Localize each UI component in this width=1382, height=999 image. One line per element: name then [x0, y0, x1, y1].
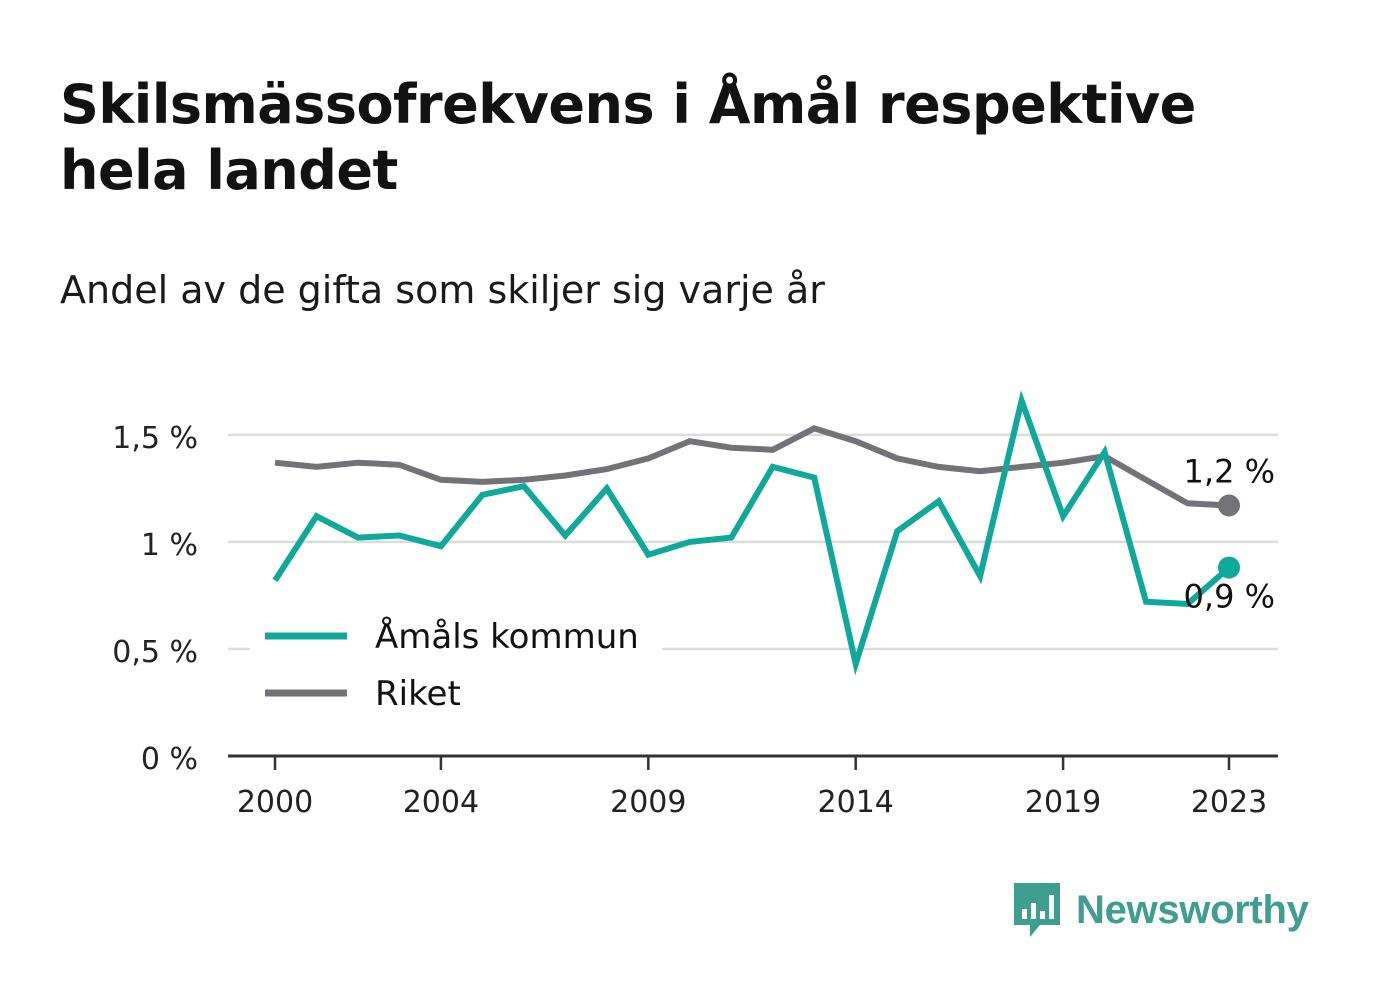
series-line-riket [274, 425, 1230, 509]
legend: Åmåls kommun Riket [250, 608, 662, 724]
legend-label: Riket [375, 674, 461, 714]
x-tick-label: 2000 [237, 785, 313, 820]
x-tick-label: 2004 [403, 785, 479, 820]
y-tick-label: 0,5 % [112, 635, 198, 670]
end-marker [1218, 494, 1240, 517]
x-axis: 2000 2004 2009 2014 2019 2023 [228, 754, 1278, 820]
series-lines [272, 390, 1231, 676]
newsworthy-logo-icon [1014, 883, 1060, 937]
chart-subtitle: Andel av de gifta som skiljer sig varje … [60, 268, 825, 312]
legend-label: Åmåls kommun [375, 616, 639, 657]
x-tick-label: 2023 [1191, 785, 1267, 820]
x-tick-label: 2009 [610, 785, 686, 820]
legend-background [250, 608, 662, 724]
x-tick-label: 2014 [818, 785, 894, 820]
chart-title: Skilsmässofrekvens i Åmål respektive hel… [60, 73, 1196, 202]
x-tick-label: 2019 [1025, 785, 1101, 820]
y-tick-label: 0 % [141, 742, 198, 777]
y-tick-label: 1,5 % [112, 421, 198, 456]
y-axis-labels: 0 % 0,5 % 1 % 1,5 % [112, 421, 198, 777]
series-line-amal [272, 390, 1231, 676]
line-chart: 0 % 0,5 % 1 % 1,5 % 2000 2004 2009 2014 2019 202… [112, 390, 1278, 820]
end-label: 1,2 % [1184, 452, 1275, 490]
brand-name: Newsworthy [1076, 887, 1309, 932]
end-markers: 0,9 % 1,2 % [1184, 452, 1275, 615]
y-tick-label: 1 % [141, 528, 198, 563]
newsworthy-logo: Newsworthy [1012, 880, 1309, 940]
end-marker [1218, 556, 1240, 579]
end-label: 0,9 % [1184, 578, 1275, 616]
